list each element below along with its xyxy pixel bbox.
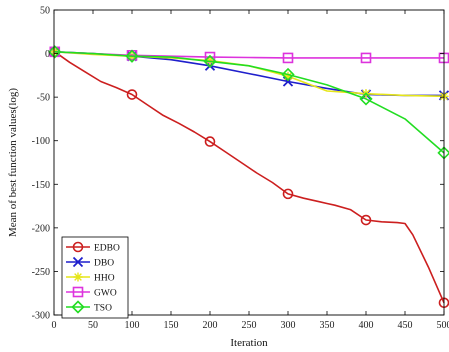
x-tick-label: 250 [242,320,257,331]
axes: 0 50 100 150 200 250 300 350 400 450 500500-50-100… [32,6,449,332]
x-tick-label: 450 [398,320,413,331]
y-tick-label: -100 [32,136,50,147]
legend-marker-hho [73,272,83,282]
y-tick-label: -150 [32,180,50,191]
series-line-tso [54,51,445,154]
legend-marker-edbo [72,241,84,253]
series-marker-tso [203,54,217,69]
legend-label-tso: TSO [94,304,112,314]
x-axis-label: Iteration [230,337,268,349]
series-marker-tso [359,92,373,106]
x-tick-label: 0 [52,320,57,331]
y-tick-label: -250 [32,267,50,278]
x-tick-label: 300 [281,320,296,331]
series-marker-edbo [360,214,372,226]
legend: EDBO DBO HHO GWO TSO [61,236,129,319]
legend-marker-dbo [72,256,84,268]
y-tick-label: -300 [32,311,50,322]
x-tick-label: 350 [320,320,335,331]
y-tick-label: -50 [37,93,50,104]
series-marker-edbo [204,136,216,147]
legend-label-gwo: GWO [94,289,117,299]
x-tick-label: 200 [203,320,218,331]
series-marker-hho [50,47,60,57]
x-tick-label: 100 [125,320,140,331]
legend-label-hho: HHO [94,274,115,284]
series-marker-hho [205,56,215,66]
series-marker-tso [125,49,139,63]
series-line-edbo [54,51,445,304]
series-marker-gwo [282,52,294,64]
x-tick-label: 150 [164,320,179,331]
legend-label-edbo: EDBO [94,244,120,254]
series-marker-tso [48,45,62,59]
series-marker-gwo [360,52,372,64]
x-tick-label: 50 [88,320,98,331]
series-marker-edbo [282,188,294,200]
legend-label-dbo: DBO [94,259,114,269]
y-axis-label: Mean of best function values(log) [7,88,19,237]
legend-marker-tso [71,300,85,314]
x-tick-label: 500 [437,320,449,331]
y-tick-label: 0 [45,49,50,60]
series-marker-tso [281,67,295,82]
series-marker-edbo [126,89,138,100]
y-tick-label: -200 [32,223,50,234]
x-tick-label: 400 [359,320,374,331]
series-marker-hho [283,71,293,81]
y-tick-label: 50 [40,6,50,17]
legend-marker-gwo [72,286,84,298]
